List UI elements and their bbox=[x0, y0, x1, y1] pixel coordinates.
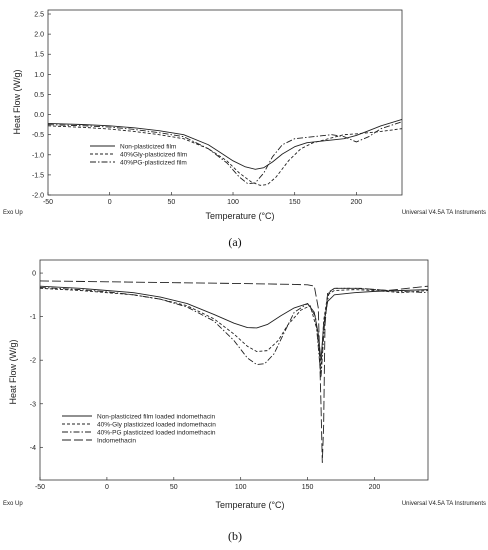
panel-b-x-axis-title: Temperature (°C) bbox=[215, 500, 284, 510]
panel-a-y-tick-label: -1.5 bbox=[32, 172, 44, 179]
panel-b-y-tick-label: -2 bbox=[30, 358, 36, 365]
panel-b-y-axis-title: Heat Flow (W/g) bbox=[8, 339, 18, 404]
panel-b-legend: Non-plasticized film loaded indomethacin… bbox=[62, 414, 216, 445]
panel-a-x-tick-label: 150 bbox=[289, 199, 301, 206]
panel-a-panel-label: (a) bbox=[228, 235, 241, 249]
panel-b-panel-label: (b) bbox=[228, 529, 242, 543]
panel-a-y-tick-label: 2.5 bbox=[34, 12, 44, 19]
panel-a-y-ticks: 2.5 2.0 1.5 1.0 0.5 0.0 -0.5 -1.0 -1.5 -… bbox=[32, 12, 44, 200]
panel-b-x-ticks: -50 0 50 100 150 200 bbox=[35, 484, 380, 491]
panel-b-plot-frame bbox=[39, 259, 429, 481]
panel-b-y-tick-label: 0 bbox=[32, 271, 36, 278]
panel-b-legend-label: Non-plasticized film loaded indomethacin bbox=[97, 414, 216, 421]
panel-b-y-tick-label: -3 bbox=[30, 401, 36, 408]
panel-b-x-tick-label: -50 bbox=[35, 484, 45, 491]
panel-b-x-tick-label: 0 bbox=[105, 484, 109, 491]
panel-b-legend-label: 40%-PG plasticized loaded indomethacin bbox=[97, 430, 216, 437]
panel-b-series-line-1 bbox=[39, 285, 429, 361]
panel-a-legend-label: Non-plasticized film bbox=[120, 144, 176, 151]
panel-a-x-tick-label: 200 bbox=[351, 199, 363, 206]
panel-a-y-tick-label: 1.5 bbox=[34, 52, 44, 59]
panel-b-tick-marks bbox=[39, 272, 375, 480]
panel-a-y-tick-label: -1.0 bbox=[32, 152, 44, 159]
panel-a-x-tick-label: -50 bbox=[43, 199, 53, 206]
panel-b-series-line-2 bbox=[39, 287, 429, 370]
panel-b-legend-label: 40%-Gly plasticized loaded indomethacin bbox=[97, 422, 216, 429]
panel-a-legend-label: 40%Gly-plasticized film bbox=[120, 152, 187, 159]
panel-a-series-lines bbox=[47, 118, 403, 186]
panel-b-y-ticks: 0 -1 -2 -3 -4 bbox=[30, 271, 36, 452]
panel-b: Heat Flow (W/g) Temperature (°C) Exo Up … bbox=[3, 259, 486, 543]
panel-a-x-tick-label: 100 bbox=[227, 199, 239, 206]
panel-a-legend-label: 40%PG-plasticized film bbox=[120, 160, 187, 167]
panel-b-series-lines bbox=[39, 280, 429, 464]
panel-a-series-line-1 bbox=[47, 118, 403, 170]
panel-b-series-line-4 bbox=[39, 280, 429, 464]
panel-a-y-axis-title: Heat Flow (W/g) bbox=[12, 69, 22, 134]
panel-a-instrument-label: Universal V4.5A TA Instruments bbox=[402, 210, 486, 216]
panel-b-y-tick-label: -1 bbox=[30, 314, 36, 321]
panel-a-tick-marks bbox=[47, 13, 357, 196]
panel-a-x-tick-label: 0 bbox=[108, 199, 112, 206]
panel-a-series-line-2 bbox=[47, 125, 403, 186]
panel-a: Heat Flow (W/g) Temperature (°C) Exo Up … bbox=[3, 9, 486, 249]
panel-a-plot-frame bbox=[47, 9, 403, 196]
panel-a-y-tick-label: 1.0 bbox=[34, 72, 44, 79]
panel-a-x-tick-label: 50 bbox=[167, 199, 175, 206]
panel-b-y-tick-label: -4 bbox=[30, 445, 36, 452]
panel-b-x-tick-label: 150 bbox=[302, 484, 314, 491]
panel-b-x-tick-label: 200 bbox=[369, 484, 381, 491]
panel-a-legend: Non-plasticized film 40%Gly-plasticized … bbox=[90, 144, 187, 167]
panel-a-y-tick-label: 0.5 bbox=[34, 92, 44, 99]
panel-b-instrument-label: Universal V4.5A TA Instruments bbox=[402, 501, 486, 507]
panel-a-y-tick-label: -2.0 bbox=[32, 193, 44, 200]
panel-a-y-tick-label: 0.0 bbox=[34, 112, 44, 119]
panel-a-x-ticks: -50 0 50 100 150 200 bbox=[43, 199, 362, 206]
panel-a-y-tick-label: -0.5 bbox=[32, 132, 44, 139]
panel-a-series-line-3 bbox=[47, 121, 403, 185]
panel-b-legend-label: Indomethacin bbox=[97, 438, 136, 445]
panel-b-exo-up-label: Exo Up bbox=[3, 501, 23, 507]
panel-a-y-tick-label: 2.0 bbox=[34, 32, 44, 39]
panel-b-x-tick-label: 100 bbox=[235, 484, 247, 491]
panel-b-x-tick-label: 50 bbox=[170, 484, 178, 491]
panel-a-exo-up-label: Exo Up bbox=[3, 210, 23, 216]
panel-a-x-axis-title: Temperature (°C) bbox=[205, 211, 274, 221]
panel-b-series-line-3 bbox=[39, 287, 429, 379]
